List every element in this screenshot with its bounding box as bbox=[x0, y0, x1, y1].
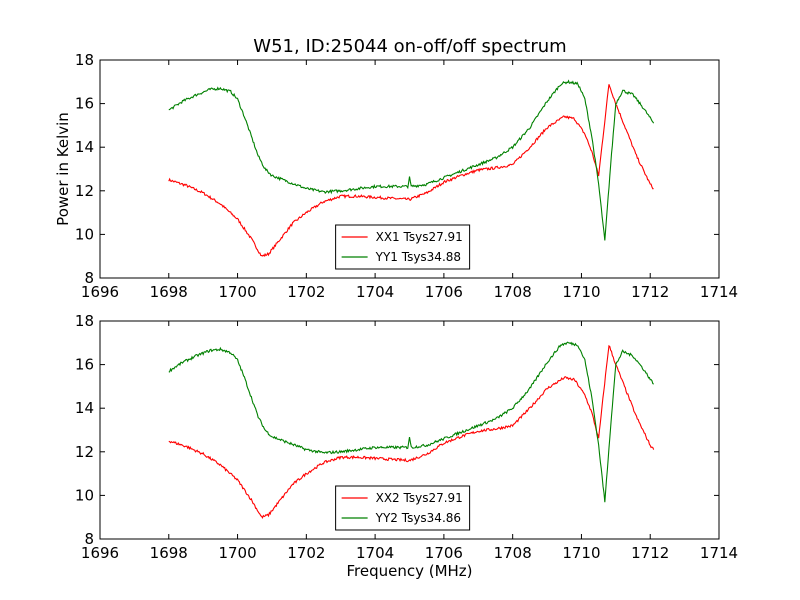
y-tick-label: 10 bbox=[75, 225, 94, 243]
panels: 1696 1698 1700 1702 1704 1706 1708 1710 1712 1714… bbox=[54, 51, 738, 580]
legend-label: YY1 Tsys34.88 bbox=[375, 250, 461, 264]
series-line-1-1 bbox=[168, 84, 654, 258]
x-tick-label: 1698 bbox=[150, 544, 188, 562]
y-tick-label: 8 bbox=[84, 269, 94, 287]
legend-label: YY2 Tsys34.86 bbox=[375, 511, 461, 525]
x-tick-label: 1702 bbox=[287, 544, 325, 562]
plot-frame bbox=[99, 59, 720, 279]
y-tick-label: 14 bbox=[75, 138, 94, 156]
y-tick-label: 8 bbox=[84, 530, 94, 548]
x-tick-label: 1700 bbox=[218, 283, 256, 301]
y-tick-label: 10 bbox=[75, 486, 94, 504]
legend: XX2 Tsys27.91 YY2 Tsys34.86 bbox=[335, 485, 471, 531]
x-tick-label: 1698 bbox=[150, 283, 188, 301]
x-tick-label: 1696 bbox=[81, 544, 119, 562]
legend-label: XX1 Tsys27.91 bbox=[376, 230, 463, 244]
x-tick-label: 1702 bbox=[287, 283, 325, 301]
plot-frame bbox=[99, 320, 720, 540]
y-tick-label: 16 bbox=[75, 356, 94, 374]
y-axis-title: Power in Kelvin bbox=[54, 112, 72, 226]
y-tick-label: 18 bbox=[75, 51, 94, 69]
x-tick-label: 1706 bbox=[425, 544, 463, 562]
figure-title: W51, ID:25044 on-off/off spectrum bbox=[253, 36, 566, 57]
legend-box bbox=[335, 485, 471, 531]
y-tick-label: 18 bbox=[75, 312, 94, 330]
legend: XX1 Tsys27.91 YY1 Tsys34.88 bbox=[335, 224, 471, 270]
x-tick-label: 1706 bbox=[425, 283, 463, 301]
x-axis-title: Frequency (MHz) bbox=[346, 562, 472, 580]
y-tick-label: 12 bbox=[75, 182, 94, 200]
x-tick-label: 1708 bbox=[494, 283, 532, 301]
x-tick-label: 1700 bbox=[218, 544, 256, 562]
x-tick-label: 1704 bbox=[356, 283, 394, 301]
panel-2: 1696 1698 1700 1702 1704 1706 1708 1710 1712 1714… bbox=[75, 312, 738, 580]
series-line-2-1 bbox=[168, 344, 655, 519]
y-tick-label: 16 bbox=[75, 95, 94, 113]
x-tick-label: 1696 bbox=[81, 283, 119, 301]
x-tick-label: 1710 bbox=[562, 544, 600, 562]
series-line-2-2 bbox=[168, 341, 655, 503]
y-tick-label: 12 bbox=[75, 443, 94, 461]
panel-1: 1696 1698 1700 1702 1704 1706 1708 1710 1712 1714… bbox=[54, 51, 738, 301]
x-tick-label: 1714 bbox=[700, 544, 738, 562]
y-tick-label: 14 bbox=[75, 399, 94, 417]
x-tick-label: 1714 bbox=[700, 283, 738, 301]
x-tick-label: 1712 bbox=[631, 283, 669, 301]
x-tick-label: 1710 bbox=[562, 283, 600, 301]
series-line-1-2 bbox=[168, 79, 655, 241]
x-tick-label: 1712 bbox=[631, 544, 669, 562]
x-tick-label: 1704 bbox=[356, 544, 394, 562]
legend-label: XX2 Tsys27.91 bbox=[376, 491, 463, 505]
legend-box bbox=[335, 224, 471, 270]
x-tick-label: 1708 bbox=[494, 544, 532, 562]
